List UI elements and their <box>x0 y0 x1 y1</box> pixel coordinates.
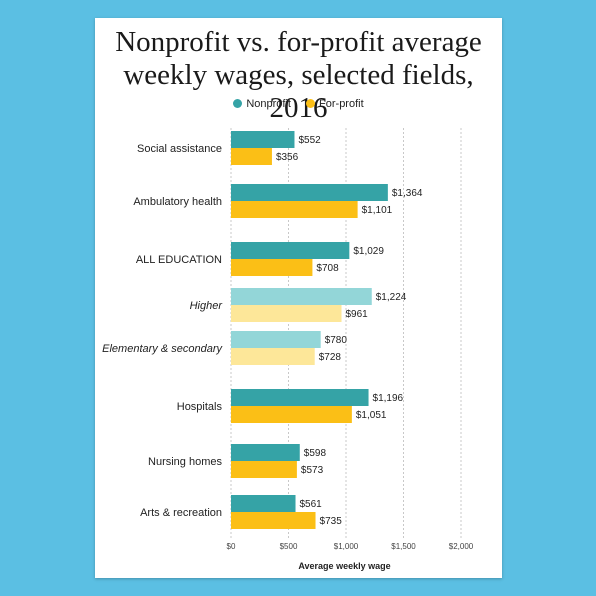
value-label-forprofit: $573 <box>301 465 324 476</box>
legend-label-forprofit: For-profit <box>319 98 364 110</box>
x-tick-label: $1,500 <box>391 542 416 551</box>
chart-title-text: Nonprofit vs. for-profit average weekly … <box>115 26 482 124</box>
x-tick-label: $2,000 <box>449 542 474 551</box>
value-label-nonprofit: $1,196 <box>373 393 404 404</box>
value-label-forprofit: $735 <box>320 516 343 527</box>
value-label-forprofit: $708 <box>316 263 339 274</box>
category-label: ALL EDUCATION <box>136 254 222 266</box>
category-label: Higher <box>190 300 224 312</box>
bar-nonprofit <box>231 444 300 461</box>
chart-title: Nonprofit vs. for-profit average weekly … <box>95 26 502 125</box>
value-label-forprofit: $356 <box>276 152 299 163</box>
category-label: Ambulatory health <box>133 196 222 208</box>
value-label-nonprofit: $561 <box>300 499 323 510</box>
value-label-nonprofit: $598 <box>304 448 327 459</box>
bar-nonprofit <box>231 131 295 148</box>
bar-nonprofit <box>231 288 372 305</box>
bar-nonprofit <box>231 495 296 512</box>
bar-forprofit <box>231 259 313 276</box>
category-label: Social assistance <box>137 143 222 155</box>
legend-item-nonprofit: Nonprofit <box>233 98 291 110</box>
bar-forprofit <box>231 406 352 423</box>
bar-forprofit <box>231 512 316 529</box>
value-label-forprofit: $728 <box>319 352 342 363</box>
legend-item-forprofit: For-profit <box>306 98 364 110</box>
x-tick-label: $1,000 <box>334 542 359 551</box>
bar-nonprofit <box>231 242 350 259</box>
category-label: Hospitals <box>177 401 223 413</box>
bar-chart: $0 $500 $1,000 $1,500 $2,000 Average weekly w… <box>102 128 474 571</box>
value-label-forprofit: $1,101 <box>362 205 393 216</box>
bar-nonprofit <box>231 389 369 406</box>
bar-forprofit <box>231 305 342 322</box>
bar-forprofit <box>231 348 315 365</box>
bar-forprofit <box>231 148 272 165</box>
chart-card: Nonprofit vs. for-profit average weekly … <box>95 18 502 578</box>
bar-forprofit <box>231 461 297 478</box>
legend: Nonprofit For-profit <box>95 98 502 110</box>
value-label-nonprofit: $1,224 <box>376 292 407 303</box>
x-tick-label: $500 <box>280 542 298 551</box>
category-label: Nursing homes <box>148 456 222 468</box>
bar-forprofit <box>231 201 358 218</box>
category-label: Elementary & secondary <box>102 343 223 355</box>
x-axis-title: Average weekly wage <box>298 561 390 571</box>
value-label-forprofit: $1,051 <box>356 410 387 421</box>
value-label-nonprofit: $1,364 <box>392 188 423 199</box>
value-label-nonprofit: $1,029 <box>353 246 384 257</box>
value-label-forprofit: $961 <box>346 309 369 320</box>
legend-label-nonprofit: Nonprofit <box>246 98 291 110</box>
legend-swatch-nonprofit <box>233 99 243 108</box>
bar-nonprofit <box>231 331 321 348</box>
value-label-nonprofit: $780 <box>325 335 348 346</box>
legend-swatch-forprofit <box>306 99 316 108</box>
category-label: Arts & recreation <box>140 507 222 519</box>
bar-nonprofit <box>231 184 388 201</box>
value-label-nonprofit: $552 <box>298 135 321 146</box>
x-tick-label: $0 <box>227 542 236 551</box>
